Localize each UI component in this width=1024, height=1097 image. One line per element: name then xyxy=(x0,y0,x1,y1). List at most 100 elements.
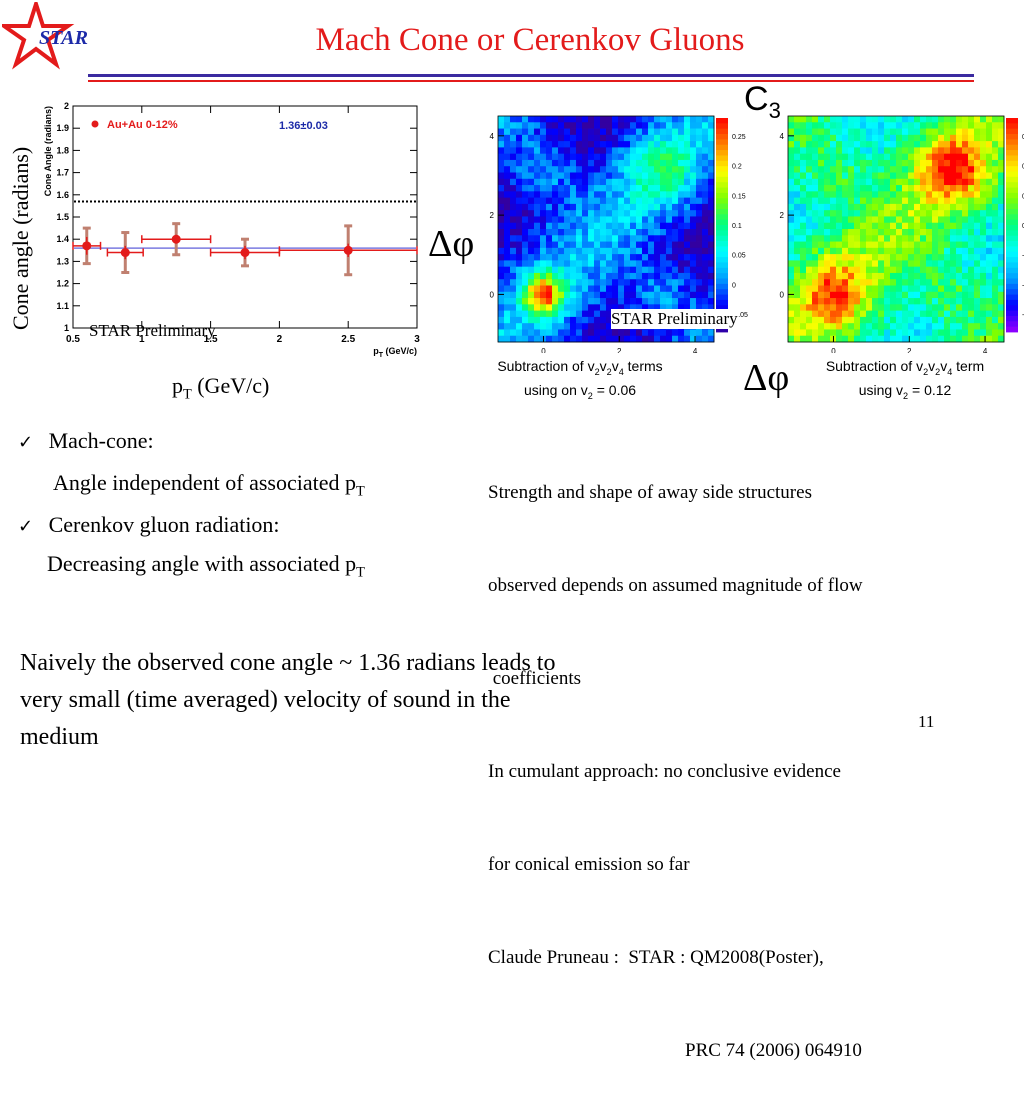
heatmap-cell xyxy=(666,298,673,305)
heatmap-cell xyxy=(974,335,981,343)
heatmap-cell xyxy=(516,191,523,199)
heatmap-cell xyxy=(504,178,511,186)
heatmap-cell xyxy=(830,329,837,337)
heatmap-cell xyxy=(534,159,541,167)
heatmap-cell xyxy=(950,153,957,161)
heatmap-cell xyxy=(642,116,649,123)
check-icon: ✓ xyxy=(18,432,34,453)
heatmap-cell xyxy=(962,178,969,186)
heatmap-cell xyxy=(696,116,703,123)
heatmap-cell xyxy=(848,272,855,280)
heatmap-cell xyxy=(830,316,837,324)
heatmap-cell xyxy=(672,241,679,249)
heatmap-cell xyxy=(594,247,601,255)
heatmap-cell xyxy=(594,329,601,337)
heatmap-cell xyxy=(588,316,595,324)
heatmap-cell xyxy=(516,241,523,249)
heatmap-cell xyxy=(624,279,631,286)
heatmap-cell xyxy=(992,329,999,337)
heatmap-cell xyxy=(612,247,619,255)
heatmap-cell xyxy=(860,203,867,211)
heatmap-cell xyxy=(914,272,921,280)
heatmap-cell xyxy=(516,203,523,211)
heatmap-cell xyxy=(902,291,909,299)
heatmap-cell xyxy=(920,197,927,205)
heatmap-cell xyxy=(708,122,715,129)
y-tick-label: 1.4 xyxy=(56,234,69,244)
heatmap-cell xyxy=(666,128,673,136)
heatmap-cell xyxy=(708,229,715,236)
heatmap-cell xyxy=(696,159,703,167)
heatmap-cell xyxy=(576,247,583,255)
heatmap-cell xyxy=(854,229,861,236)
heatmap-cell xyxy=(860,153,867,161)
heatmap-cell xyxy=(570,122,577,129)
heatmap-cell xyxy=(824,216,831,224)
heatmap-cell xyxy=(582,254,589,261)
heatmap-cell xyxy=(878,185,885,192)
colorbar-segment xyxy=(716,241,728,247)
heatmap-cell xyxy=(612,279,619,286)
heatmap-cell xyxy=(854,310,861,318)
heatmap-cell xyxy=(998,178,1005,186)
heatmap-cell xyxy=(836,229,843,236)
heatmap-cell xyxy=(854,191,861,199)
heatmap-cell xyxy=(570,298,577,305)
heatmap-cell xyxy=(950,172,957,180)
heatmap-cell xyxy=(606,197,613,205)
heatmap-cell xyxy=(684,254,691,261)
heatmap-cell xyxy=(866,316,873,324)
colorbar-segment xyxy=(1006,144,1018,151)
heatmap-cell xyxy=(624,335,631,343)
inner-x-axis-label: pT (GeV/c) xyxy=(373,346,417,359)
heatmap-cell xyxy=(860,141,867,148)
heatmap-cell xyxy=(546,134,553,142)
heatmap-cell xyxy=(552,266,559,274)
heatmap-cell xyxy=(938,235,945,242)
heatmap-cell xyxy=(564,203,571,211)
heatmap-cell xyxy=(522,178,529,186)
heatmap-cell xyxy=(648,266,655,274)
heatmap-cell xyxy=(600,172,607,180)
heatmap-cell xyxy=(594,191,601,199)
heatmap-cell xyxy=(498,141,505,148)
heatmap-cell xyxy=(854,153,861,161)
heatmap-cell xyxy=(848,279,855,286)
heatmap-cell xyxy=(938,316,945,324)
heatmap-cell xyxy=(588,147,595,155)
heatmap-cell xyxy=(932,272,939,280)
heatmap-cell xyxy=(836,241,843,249)
heatmap-cell xyxy=(998,159,1005,167)
heatmap-cell xyxy=(558,191,565,199)
heatmap-cell xyxy=(678,122,685,129)
heatmap-cell xyxy=(968,159,975,167)
heatmap-cell xyxy=(872,172,879,180)
heatmap-cell xyxy=(588,329,595,337)
heatmap-cell xyxy=(672,229,679,236)
heatmap-cell xyxy=(998,272,1005,280)
heatmap-cell xyxy=(630,285,637,293)
heatmap-cell xyxy=(612,291,619,299)
heatmap-cell xyxy=(534,298,541,305)
heatmap-cell xyxy=(600,134,607,142)
heatmap-cell xyxy=(992,298,999,305)
heatmap-cell xyxy=(854,134,861,142)
heatmap-cell xyxy=(708,279,715,286)
heatmap-cell xyxy=(890,279,897,286)
heatmap-cell xyxy=(528,178,535,186)
heatmap-cell xyxy=(860,185,867,192)
heatmap-cell xyxy=(968,216,975,224)
heatmap-cell xyxy=(902,266,909,274)
heatmap-cell xyxy=(788,335,795,343)
heatmap-cell xyxy=(528,329,535,337)
heatmap-cell xyxy=(612,159,619,167)
heatmap-cell xyxy=(968,279,975,286)
heatmap-cell xyxy=(600,210,607,217)
heatmap-cell xyxy=(576,254,583,261)
heatmap-cell xyxy=(528,210,535,217)
heatmap-cell xyxy=(648,235,655,242)
colorbar-segment xyxy=(716,235,728,242)
heatmap-cell xyxy=(540,279,547,286)
heatmap-cell xyxy=(588,310,595,318)
heatmap-cell xyxy=(962,128,969,136)
